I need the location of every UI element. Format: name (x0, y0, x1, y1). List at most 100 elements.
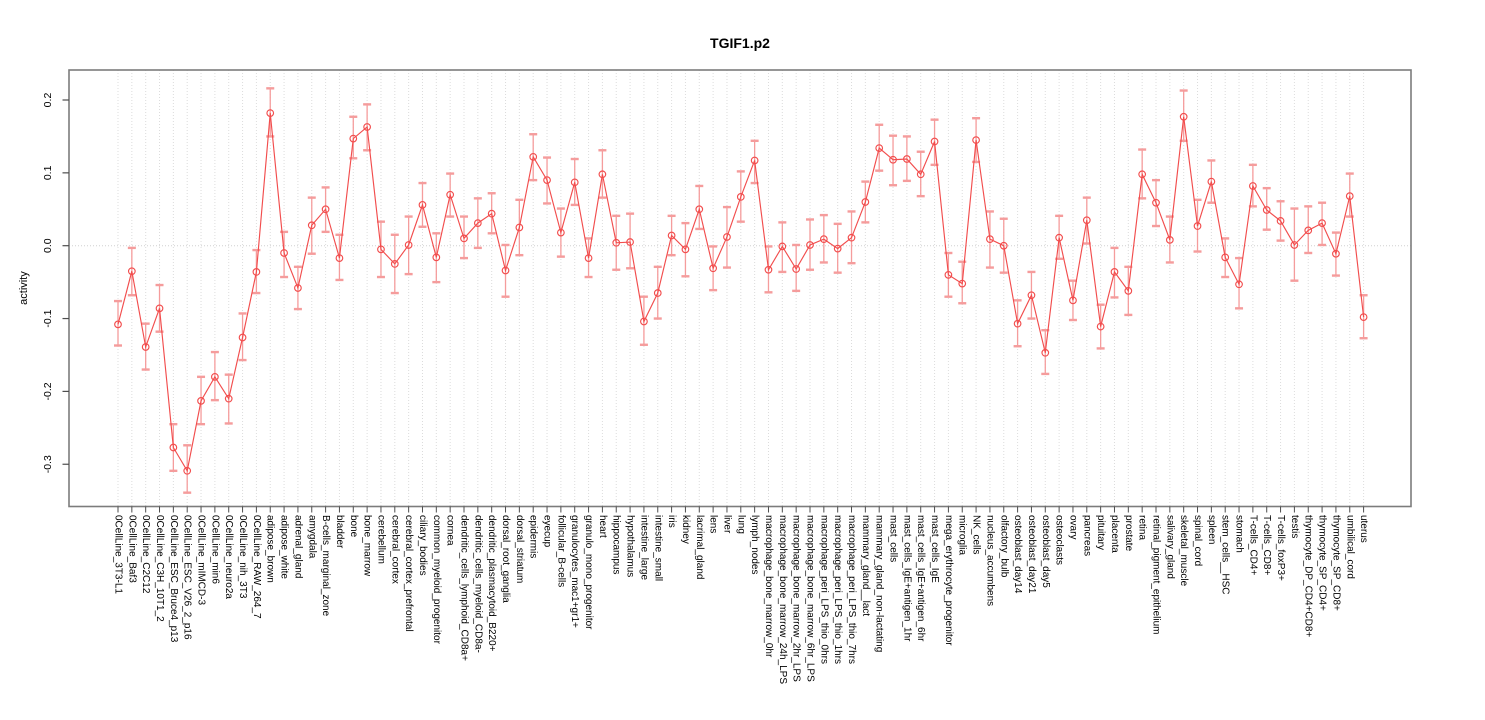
x-tick-label: granulocytes_mac1+gr1+ (569, 515, 580, 628)
x-tick-label: iris (666, 515, 677, 528)
x-tick-label: 0CellLine_Baf3 (126, 515, 137, 583)
x-tick-label: thymocyte_DP_CD4+CD8+ (1303, 515, 1314, 637)
data-point (460, 234, 468, 243)
data-point (1318, 219, 1326, 227)
x-tick-label: macrophage_bone_marrow_24h_LPS (777, 515, 788, 684)
x-tick-label: microglia (957, 515, 968, 555)
data-point (1290, 241, 1299, 249)
data-point (1165, 235, 1174, 244)
data-point (363, 123, 371, 131)
y-tick-label: 0.2 (42, 93, 54, 108)
x-tick-label: heart (597, 515, 608, 538)
x-tick-label: placenta (1109, 515, 1120, 553)
data-point (169, 443, 178, 452)
x-tick-label: hippocampus (611, 515, 622, 574)
data-point (792, 265, 801, 273)
data-point (501, 266, 510, 275)
x-tick-label: salivary_gland (1164, 515, 1175, 579)
data-point (1332, 249, 1340, 258)
plot-frame (68, 69, 1412, 508)
data-point (958, 279, 967, 288)
data-point (294, 284, 302, 292)
x-tick-label: eyecup (542, 515, 553, 548)
data-point (543, 176, 551, 185)
x-tick-label: pancreas (1081, 515, 1092, 556)
x-tick-label: dorsal_striatum (514, 515, 525, 583)
x-tick-label: 0CellLine_ESC_Bruce4_p13 (168, 515, 179, 643)
data-point (390, 260, 399, 268)
data-point (127, 267, 136, 276)
x-tick-label: cerebral_cortex (389, 515, 400, 584)
data-point (999, 241, 1008, 250)
data-point (944, 270, 953, 279)
data-point (1055, 233, 1063, 242)
x-tick-label: dendritic_plasmacytoid_B220+ (486, 515, 497, 652)
data-point (764, 265, 773, 274)
data-point (612, 238, 621, 247)
x-tick-label: retinal_pigment_epithelium (1151, 515, 1162, 635)
data-point (903, 155, 911, 163)
x-tick-label: lymph_nodes (749, 515, 760, 574)
data-point (1359, 313, 1368, 321)
data-point (598, 170, 607, 179)
data-point (211, 372, 219, 381)
x-tick-label: mast_cells_IgE+antigen_6hr (915, 515, 926, 642)
x-tick-label: mammary_gland__lact (860, 515, 871, 616)
data-point (1304, 226, 1313, 235)
data-point (584, 254, 593, 262)
data-point (529, 152, 538, 161)
series-line (117, 113, 1365, 473)
x-tick-label: cerebellum (375, 515, 386, 564)
data-point (847, 233, 856, 242)
x-tick-label: lacrimal_gland (694, 515, 705, 579)
data-point (930, 137, 939, 146)
data-point (875, 144, 884, 152)
data-point (695, 205, 704, 214)
x-tick-label: common_myeloid_progenitor (431, 515, 442, 645)
data-point (778, 242, 787, 251)
data-point (709, 264, 717, 273)
x-tick-label: mammary_gland_non-lactating (874, 515, 885, 652)
x-tick-label: mast_cells_IgE (929, 515, 940, 583)
x-tick-label: amygdala (306, 515, 317, 559)
x-tick-label: thymocyte_SP_CD8+ (1330, 515, 1341, 611)
data-point (349, 134, 358, 143)
x-tick-label: adipose_white (279, 515, 290, 579)
data-point (141, 343, 150, 351)
x-tick-label: osteoclasts (1054, 515, 1065, 565)
data-point (1013, 319, 1022, 328)
data-point (1262, 206, 1271, 214)
x-tick-label: nucleus_accumbens (984, 515, 995, 606)
data-point (252, 268, 261, 276)
data-point (197, 396, 205, 405)
x-tick-label: NK_cells (971, 515, 982, 554)
x-tick-label: olfactory_bulb (998, 515, 1009, 578)
data-point (1345, 192, 1354, 201)
x-tick-label: uterus (1358, 515, 1369, 543)
x-tick-label: bone (348, 515, 359, 538)
data-point (335, 254, 344, 262)
data-point (1124, 286, 1133, 295)
data-point (750, 156, 759, 165)
x-tick-label: kidney (680, 515, 691, 544)
data-point (972, 136, 980, 144)
x-tick-label: T-cells_foxP3+ (1275, 515, 1286, 581)
x-tick-label: lung (735, 515, 746, 534)
data-point (1193, 222, 1202, 230)
data-point (238, 333, 247, 342)
data-point (986, 235, 994, 244)
data-point (570, 178, 579, 187)
x-tick-label: osteoblast_day5 (1040, 515, 1051, 588)
x-tick-label: lens (708, 515, 719, 533)
x-tick-label: hypothalamus (625, 515, 636, 577)
data-point (806, 241, 814, 249)
data-point (280, 249, 288, 257)
data-point (889, 155, 897, 164)
x-tick-label: macrophage_peri_LPS_thio_0hrs (818, 515, 829, 664)
x-tick-label: spinal_cord (1192, 515, 1203, 566)
x-tick-label: umbilical_cord (1344, 515, 1355, 579)
data-point (1179, 112, 1188, 121)
x-tick-label: thymocyte_SP_CD4+ (1317, 515, 1328, 611)
